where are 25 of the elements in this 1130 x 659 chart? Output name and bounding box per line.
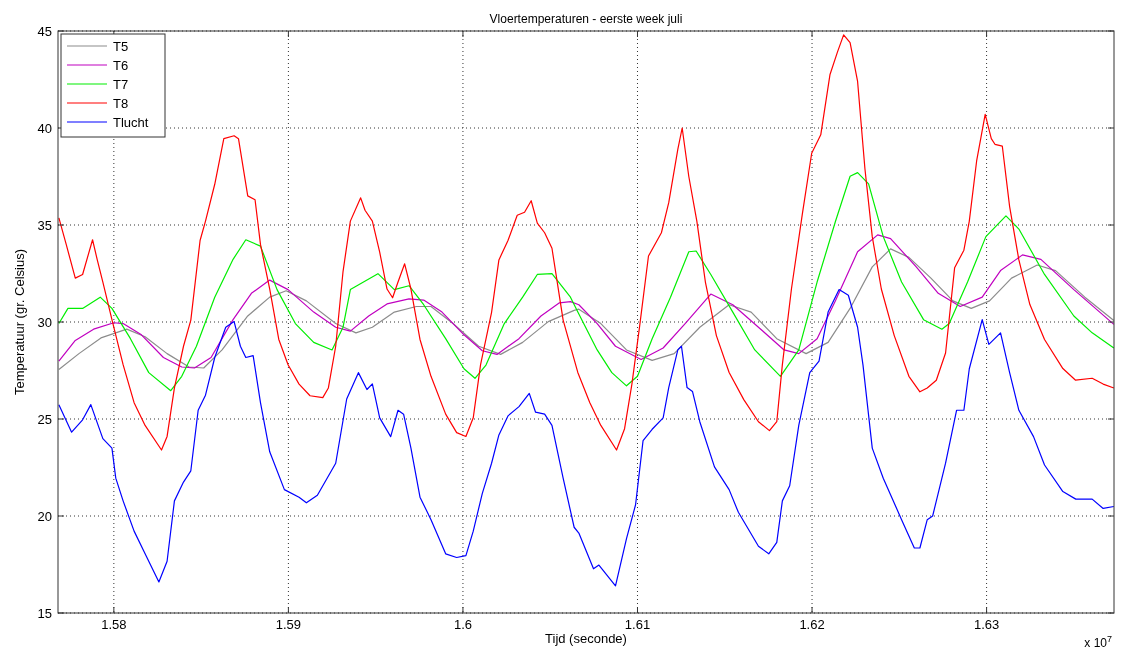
legend-label: T5 [113,39,129,54]
legend-label: T6 [113,58,129,73]
chart-title: Vloertemperaturen - eerste week juli [489,12,683,26]
line-series [58,172,1115,392]
x-tick-label: 1.63 [973,617,1000,632]
line-series [58,34,1115,451]
x-tick-label: 1.61 [624,617,651,632]
y-tick-label: 45 [37,24,52,39]
line-series [58,289,1115,587]
x-tick-label: 1.58 [101,617,127,632]
y-tick-label: 25 [37,412,52,427]
y-axis-title: Temperatuur (gr. Celsius) [12,249,27,395]
legend-label: Tlucht [113,115,149,130]
y-tick-label: 35 [37,218,52,233]
y-tick-label: 40 [37,121,52,136]
x-axis-title: Tijd (seconde) [545,631,627,646]
x-tick-label: 1.6 [453,617,472,632]
y-tick-label: 30 [37,315,52,330]
y-tick-label: 15 [37,606,52,621]
legend-label: T7 [113,77,129,92]
text: x 10$^{7}$ [1084,634,1112,650]
legend-label: T8 [113,96,129,111]
y-tick-label: 20 [37,509,52,524]
x-tick-label: 1.62 [799,617,825,632]
x-tick-label: 1.59 [275,617,302,632]
